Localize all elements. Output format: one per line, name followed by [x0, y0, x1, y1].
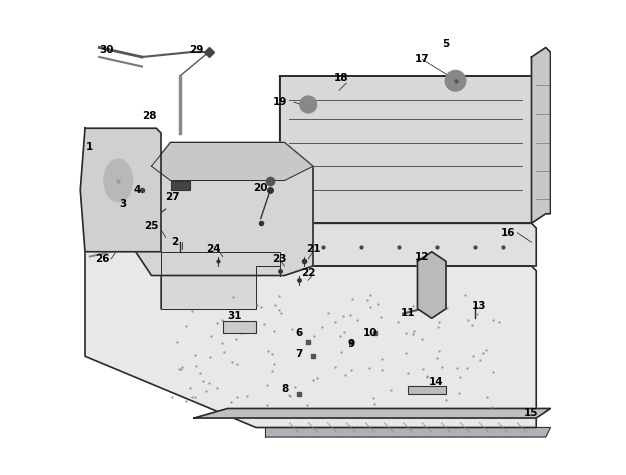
Bar	[408, 386, 446, 394]
Text: 6: 6	[295, 327, 302, 338]
Text: 13: 13	[472, 301, 486, 312]
Text: 11: 11	[401, 308, 415, 319]
Text: 28: 28	[142, 111, 157, 122]
Text: 22: 22	[301, 268, 316, 278]
Text: 31: 31	[227, 311, 242, 321]
Polygon shape	[531, 48, 550, 223]
Text: 4: 4	[133, 185, 141, 195]
Polygon shape	[151, 142, 313, 180]
Polygon shape	[280, 57, 546, 223]
Text: 8: 8	[281, 384, 288, 395]
Polygon shape	[161, 252, 280, 309]
Bar	[223, 321, 256, 332]
Text: 10: 10	[362, 327, 377, 338]
Text: 16: 16	[501, 228, 515, 238]
Text: 3: 3	[120, 199, 126, 209]
Polygon shape	[85, 128, 536, 428]
Text: 1: 1	[86, 142, 93, 152]
Circle shape	[445, 70, 466, 91]
Text: 12: 12	[415, 251, 429, 262]
Polygon shape	[418, 252, 446, 318]
Text: 9: 9	[347, 339, 354, 350]
Polygon shape	[194, 408, 550, 418]
Bar	[170, 181, 190, 190]
Text: 5: 5	[443, 39, 449, 49]
Polygon shape	[265, 428, 550, 437]
Text: 23: 23	[272, 254, 287, 264]
Text: 2: 2	[172, 237, 179, 247]
Text: 20: 20	[254, 182, 268, 193]
Text: 26: 26	[95, 254, 110, 264]
Text: 30: 30	[99, 45, 114, 55]
Text: 7: 7	[295, 349, 302, 359]
Polygon shape	[280, 223, 536, 266]
Text: 27: 27	[165, 192, 180, 202]
Polygon shape	[133, 142, 313, 276]
Text: 19: 19	[272, 97, 287, 107]
Text: 21: 21	[305, 244, 321, 255]
Text: 24: 24	[206, 244, 220, 255]
Text: 14: 14	[429, 377, 444, 388]
Text: 25: 25	[144, 220, 159, 231]
Text: 17: 17	[415, 54, 429, 65]
Text: 18: 18	[334, 73, 349, 84]
Text: 29: 29	[190, 45, 204, 55]
Polygon shape	[80, 128, 161, 252]
Text: 15: 15	[524, 408, 539, 418]
Circle shape	[300, 96, 317, 113]
Ellipse shape	[104, 159, 133, 202]
